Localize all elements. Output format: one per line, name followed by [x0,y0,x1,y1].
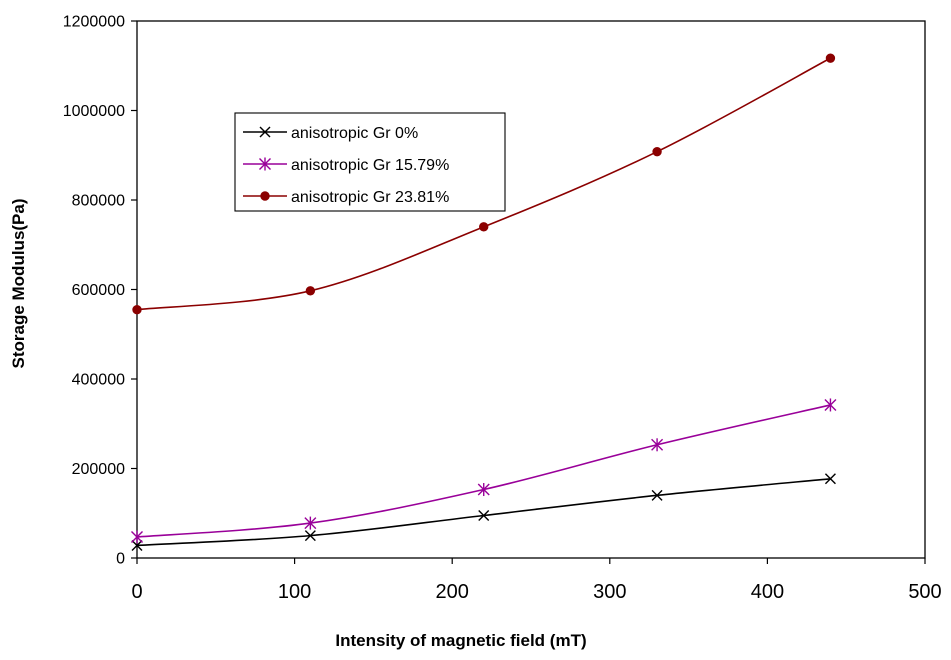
legend-box [234,112,506,212]
data-point [479,222,489,232]
series-3 [132,53,836,315]
data-point [304,530,316,542]
legend-label: anisotropic Gr 23.81% [291,189,449,206]
y-axis: 0 200000 400000 600000 800000 1000000 1200000 [63,14,137,568]
legend-label: anisotropic Gr 15.79% [291,157,449,174]
legend-item: anisotropic Gr 23.81% [243,189,449,206]
legend-marker [259,157,271,171]
y-tick-label: 600000 [72,282,125,299]
x-tick-label: 100 [278,581,311,603]
data-point [652,146,662,157]
y-tick-label: 800000 [72,193,125,210]
y-tick-label: 400000 [72,372,125,389]
legend-marker [259,126,271,138]
y-tick-label: 1200000 [63,14,125,31]
legend-label: anisotropic Gr 0% [291,125,418,142]
y-tick-label: 200000 [72,461,125,478]
data-point [131,530,143,544]
data-point [651,489,663,501]
y-axis-title: Storage Modulus(Pa) [9,198,28,368]
legend: anisotropic Gr 0% anisotropic Gr 15.79% an… [234,112,506,212]
series-1 [131,473,836,551]
series-2 [131,398,837,544]
series-layer [131,53,837,551]
x-tick-label: 500 [908,581,941,603]
data-point [132,304,142,315]
data-point [825,53,836,63]
y-tick-label: 0 [116,551,125,568]
x-tick-label: 300 [593,581,626,603]
data-point [304,516,317,530]
data-point [651,438,664,452]
y-tick-label: 1000000 [63,103,125,120]
data-point [478,509,490,521]
data-point [477,483,490,497]
data-point [131,539,143,551]
legend-marker [260,191,270,201]
x-tick-label: 200 [436,581,469,603]
x-tick-label: 0 [131,581,142,603]
legend-item: anisotropic Gr 15.79% [243,157,449,174]
x-axis-title: Intensity of magnetic field (mT) [335,631,586,650]
data-point [824,398,837,412]
data-point [824,473,836,485]
data-point [305,286,316,296]
x-tick-label: 400 [751,581,784,603]
x-axis: 0 100 200 300 400 500 [131,558,942,603]
legend-item: anisotropic Gr 0% [243,125,418,142]
